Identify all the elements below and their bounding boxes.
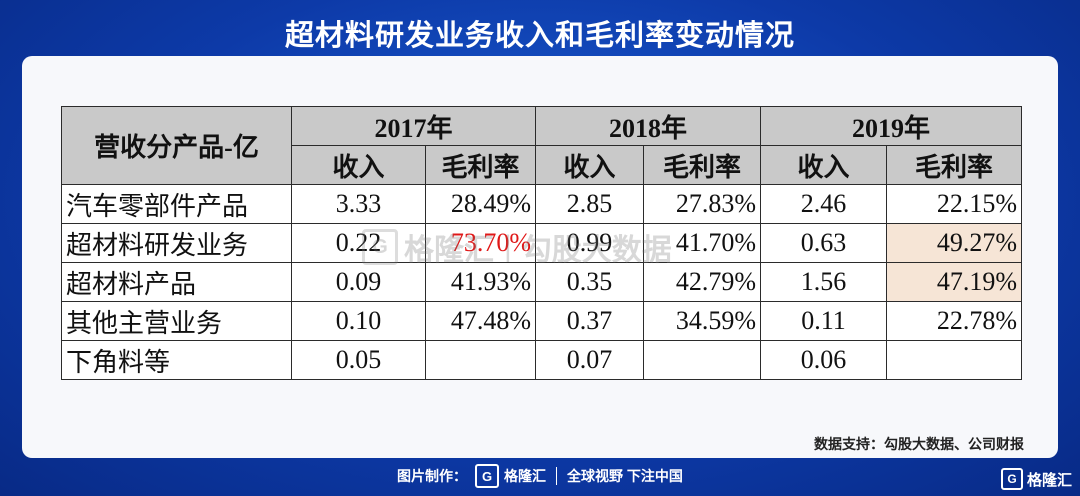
- margin-cell: [886, 340, 1023, 380]
- row-label: 下角料等: [61, 340, 292, 380]
- margin-cell: 22.15%: [886, 184, 1023, 224]
- corner-brand: G 格隆汇: [1000, 468, 1072, 490]
- footer-brand: 格隆汇: [504, 468, 547, 484]
- footer-slogan: 全球视野 下注中国: [567, 468, 683, 484]
- table-row: 超材料产品 0.09 41.93% 0.35 42.79% 1.56 47.19…: [61, 262, 1023, 302]
- margin-cell: 27.83%: [643, 184, 762, 224]
- gelonghui-logo-icon: G: [1000, 468, 1023, 490]
- margin-cell: 28.49%: [424, 184, 537, 224]
- year-header: 2019年: [760, 106, 1023, 146]
- revenue-cell: 0.35: [535, 262, 645, 302]
- row-label: 超材料产品: [61, 262, 292, 302]
- revenue-cell: 0.06: [760, 340, 888, 380]
- sub-header: 收入: [760, 145, 888, 185]
- margin-cell: 22.78%: [886, 301, 1023, 341]
- row-label: 超材料研发业务: [61, 223, 292, 263]
- revenue-cell: 0.10: [291, 301, 426, 341]
- margin-cell-highlight-red: 73.70%: [424, 223, 537, 263]
- row-label: 汽车零部件产品: [61, 184, 292, 224]
- sub-header: 毛利率: [886, 145, 1023, 185]
- year-header: 2018年: [535, 106, 762, 146]
- revenue-cell: 3.33: [291, 184, 426, 224]
- sub-header-row: 收入 毛利率 收入 毛利率 收入 毛利率: [62, 145, 1023, 185]
- revenue-cell: 1.56: [760, 262, 888, 302]
- corner-brand-text: 格隆汇: [1026, 471, 1072, 489]
- revenue-cell: 0.37: [535, 301, 645, 341]
- table-row: 汽车零部件产品 3.33 28.49% 2.85 27.83% 2.46 22.…: [61, 184, 1023, 224]
- revenue-cell: 0.99: [535, 223, 645, 263]
- margin-cell-highlight: 47.19%: [886, 262, 1023, 302]
- revenue-cell: 0.05: [291, 340, 426, 380]
- margin-cell-highlight: 49.27%: [886, 223, 1023, 263]
- data-source-note: 数据支持：勾股大数据、公司财报: [814, 436, 1024, 452]
- revenue-cell: 2.46: [760, 184, 888, 224]
- gelonghui-logo-icon: G: [475, 464, 500, 488]
- margin-cell: 42.79%: [643, 262, 762, 302]
- margin-cell: 47.48%: [424, 301, 537, 341]
- footer-divider: [556, 467, 558, 485]
- footer-made-by: 图片制作：: [397, 468, 468, 484]
- revenue-cell: 0.09: [291, 262, 426, 302]
- footer: 图片制作： G 格隆汇 全球视野 下注中国: [0, 462, 1080, 490]
- margin-cell: 41.70%: [643, 223, 762, 263]
- margin-cell: 41.93%: [424, 262, 537, 302]
- page-title: 超材料研发业务收入和毛利率变动情况: [284, 20, 795, 52]
- table-row: 超材料研发业务 0.22 73.70% 0.99 41.70% 0.63 49.…: [61, 223, 1023, 263]
- revenue-cell: 0.22: [291, 223, 426, 263]
- revenue-cell: 0.07: [535, 340, 645, 380]
- revenue-cell: 0.63: [760, 223, 888, 263]
- year-header: 2017年: [290, 106, 537, 146]
- sub-header: 收入: [291, 145, 426, 185]
- content-panel: 营收分产品-亿 2017年 2018年 2019年 收入 毛利率 收入 毛利率 …: [22, 56, 1058, 458]
- sub-header: 收入: [535, 145, 645, 185]
- row-label: 其他主营业务: [61, 301, 292, 341]
- margin-cell: [424, 340, 537, 380]
- margin-cell: 34.59%: [643, 301, 762, 341]
- corner-header: 营收分产品-亿: [61, 106, 292, 185]
- table-row: 其他主营业务 0.10 47.48% 0.37 34.59% 0.11 22.7…: [61, 301, 1023, 341]
- table-row: 下角料等 0.05 0.07 0.06: [61, 340, 1023, 380]
- year-header-row: 营收分产品-亿 2017年 2018年 2019年: [61, 106, 1023, 185]
- revenue-margin-table: 营收分产品-亿 2017年 2018年 2019年 收入 毛利率 收入 毛利率 …: [61, 106, 1023, 380]
- sub-header: 毛利率: [424, 145, 537, 185]
- revenue-cell: 2.85: [535, 184, 645, 224]
- margin-cell: [643, 340, 762, 380]
- revenue-cell: 0.11: [760, 301, 888, 341]
- sub-header: 毛利率: [643, 145, 762, 185]
